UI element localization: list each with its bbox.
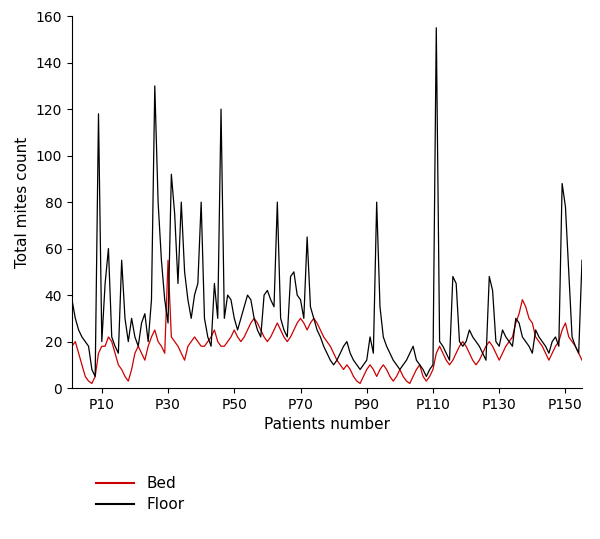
Bed xyxy=(578,357,586,363)
Bed xyxy=(535,338,542,345)
Floor xyxy=(578,257,586,264)
Floor xyxy=(568,334,575,340)
Line: Bed: Bed xyxy=(72,260,582,383)
Floor xyxy=(535,334,542,340)
Floor xyxy=(529,350,536,356)
Bed xyxy=(164,257,172,264)
Line: Floor: Floor xyxy=(72,28,582,376)
Floor xyxy=(92,373,99,379)
X-axis label: Patients number: Patients number xyxy=(264,417,390,432)
Bed xyxy=(529,320,536,326)
Bed xyxy=(68,343,76,349)
Bed xyxy=(320,334,327,340)
Floor xyxy=(68,296,76,303)
Bed xyxy=(502,343,509,349)
Bed xyxy=(430,367,437,373)
Bed xyxy=(568,338,575,345)
Bed xyxy=(88,380,95,386)
Floor xyxy=(317,334,324,340)
Floor xyxy=(433,25,440,31)
Floor xyxy=(426,367,433,373)
Floor xyxy=(502,334,509,340)
Legend: Bed, Floor: Bed, Floor xyxy=(90,470,191,519)
Y-axis label: Total mites count: Total mites count xyxy=(15,136,30,268)
